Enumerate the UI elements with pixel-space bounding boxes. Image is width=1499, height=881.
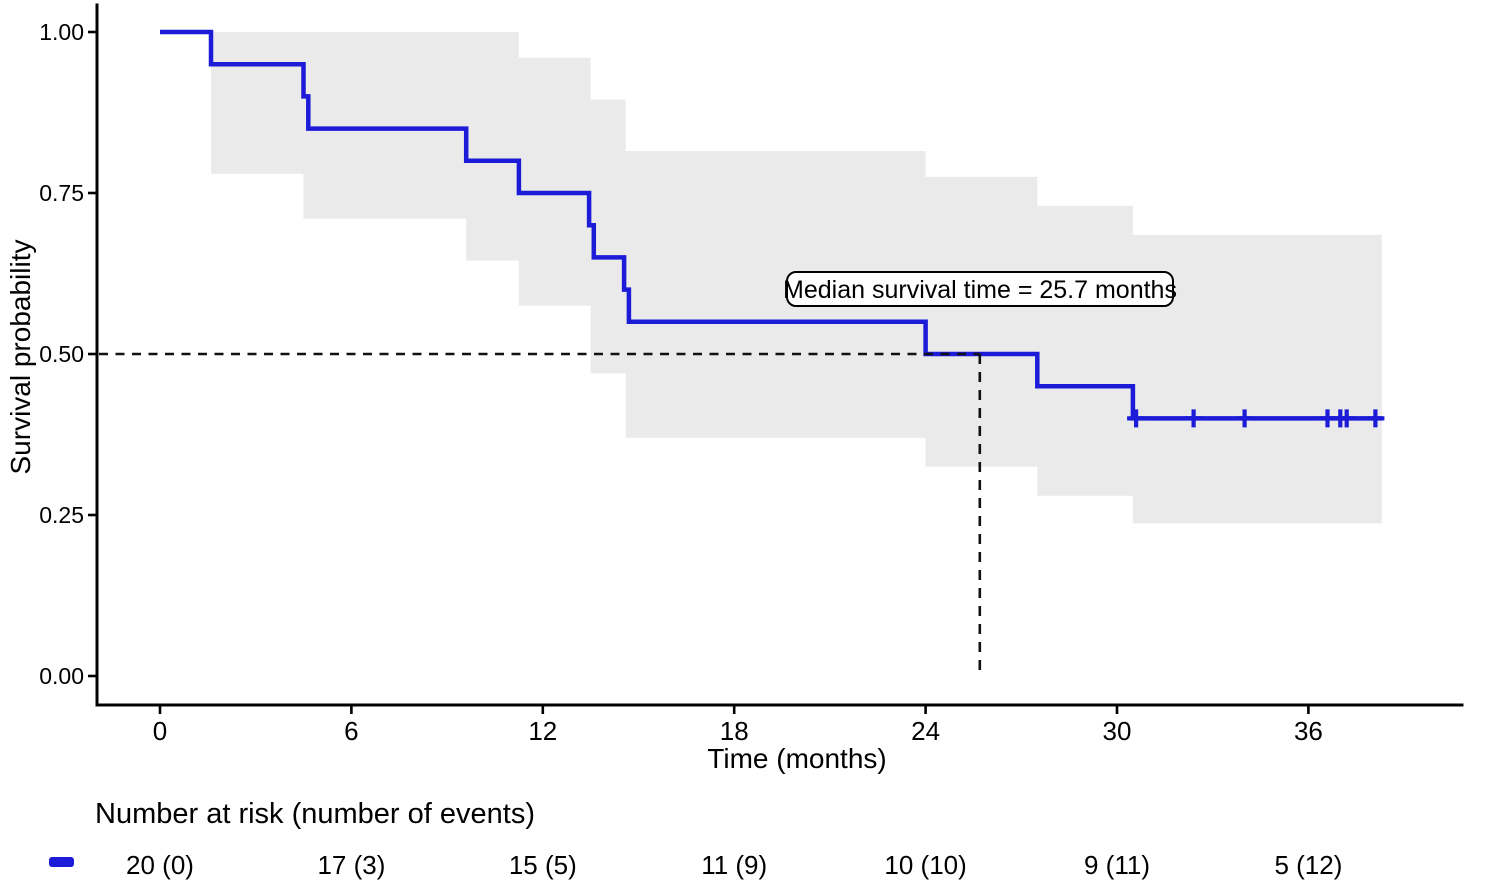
- censor-mark: [1337, 409, 1356, 428]
- y-tick-label: 0.75: [39, 180, 84, 206]
- censor-mark: [1235, 409, 1254, 428]
- censor-mark: [1184, 409, 1203, 428]
- y-tick-label: 0.50: [39, 341, 84, 367]
- x-tick-label: 18: [720, 716, 749, 746]
- median-annotation: Median survival time = 25.7 months: [783, 271, 1177, 307]
- median-reference-lines: [99, 352, 982, 676]
- risk-count-label: 11 (9): [701, 850, 767, 880]
- x-tick-label: 12: [528, 716, 557, 746]
- median-annotation-box: [786, 271, 1174, 307]
- x-tick-label: 30: [1103, 716, 1132, 746]
- x-axis-title: Time (months): [707, 743, 886, 774]
- y-tick-label: 0.00: [39, 663, 84, 689]
- y-axis-ticks: 0.00 0.25 0.50 0.75 1.00: [39, 19, 97, 689]
- risk-table-values: 20 (0) 17 (3) 15 (5) 11 (9) 10 (10) 9 (11) 5 (…: [126, 850, 1342, 880]
- risk-group-legend-dash: [49, 857, 74, 867]
- x-tick-label: 24: [911, 716, 940, 746]
- risk-count-label: 17 (3): [317, 850, 385, 880]
- survival-curve-layer: [160, 29, 1385, 428]
- y-tick-label: 1.00: [39, 19, 84, 45]
- x-axis-ticks: 0 6 12 18 24 30 36: [153, 705, 1323, 746]
- x-tick-label: 0: [153, 716, 167, 746]
- y-tick-label: 0.25: [39, 502, 84, 528]
- risk-count-label: 10 (10): [884, 850, 966, 880]
- risk-count-label: 15 (5): [509, 850, 577, 880]
- risk-count-label: 20 (0): [126, 850, 194, 880]
- censor-mark: [1127, 409, 1146, 428]
- x-tick-label: 36: [1294, 716, 1323, 746]
- y-axis-title: Survival probability: [5, 240, 36, 475]
- risk-table-title: Number at risk (number of events): [95, 798, 535, 830]
- risk-count-label: 9 (11): [1084, 850, 1150, 880]
- x-tick-label: 6: [344, 716, 358, 746]
- risk-count-label: 5 (12): [1274, 850, 1342, 880]
- median-annotation-text: Median survival time = 25.7 months: [783, 276, 1177, 304]
- survival-curve: [160, 29, 1382, 421]
- censor-mark: [1366, 409, 1385, 428]
